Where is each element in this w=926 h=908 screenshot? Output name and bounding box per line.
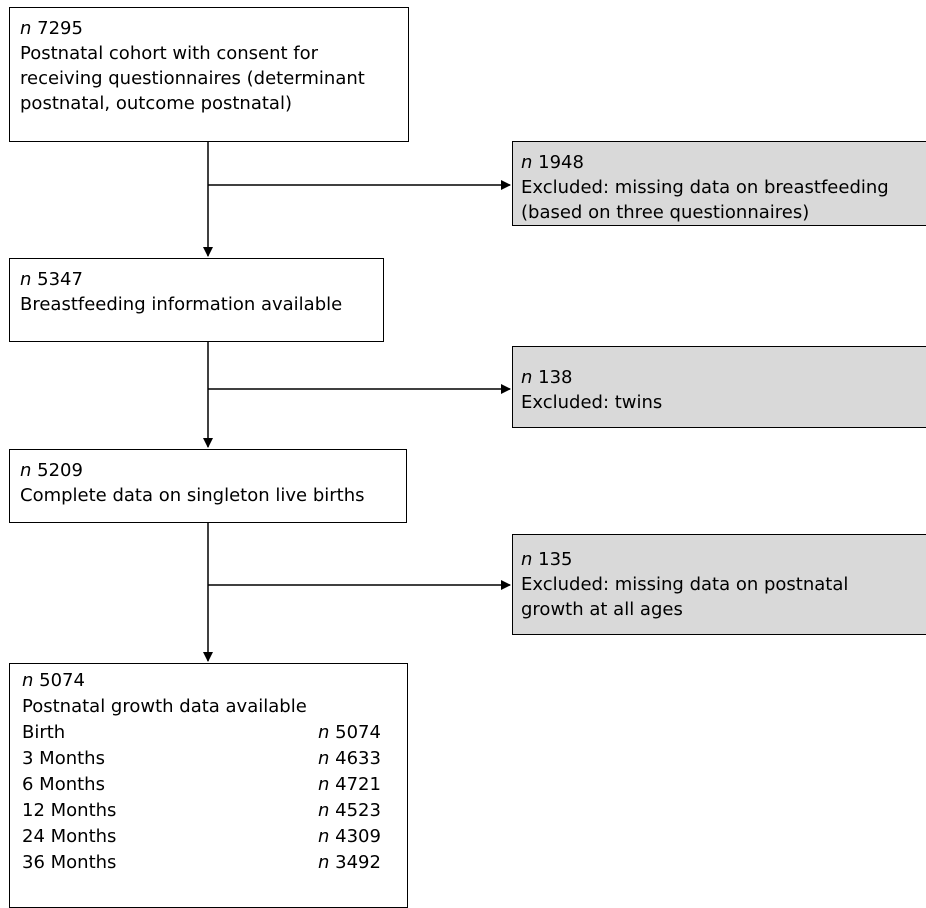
- n-label: n: [318, 722, 330, 743]
- growth-age-table: Birth n 5074 3 Months n 4633 6 Months n …: [22, 720, 407, 876]
- growth-age-row: 12 Months n 4523: [22, 798, 407, 824]
- cohort-box: n 7295 Postnatal cohort with consent for…: [9, 7, 409, 142]
- growth-age-label: 12 Months: [22, 800, 117, 821]
- excluded-twins-text-line: Excluded: twins: [521, 392, 663, 413]
- growth-age-row: Birth n 5074: [22, 720, 407, 746]
- breastfeeding-box: n 5347 Breastfeeding information availab…: [9, 258, 384, 342]
- n-label: n: [521, 549, 533, 570]
- growth-age-label: 3 Months: [22, 748, 105, 769]
- excluded-twins-box: n 138 Excluded: twins: [512, 346, 926, 428]
- growth-age-count: 4309: [335, 826, 381, 847]
- cohort-text-line: postnatal, outcome postnatal): [20, 93, 292, 114]
- excluded-growth-box: n 135 Excluded: missing data on postnata…: [512, 534, 926, 635]
- growth-data-count: 5074: [39, 670, 85, 691]
- n-label: n: [318, 852, 330, 873]
- excluded-breastfeeding-box: n 1948 Excluded: missing data on breastf…: [512, 141, 926, 226]
- growth-age-label: 36 Months: [22, 852, 117, 873]
- excluded-growth-text-line: growth at all ages: [521, 599, 683, 620]
- singleton-text-line: Complete data on singleton live births: [20, 485, 365, 506]
- singleton-count: 5209: [37, 460, 83, 481]
- cohort-text-line: Postnatal cohort with consent for: [20, 43, 319, 64]
- growth-age-row: 6 Months n 4721: [22, 772, 407, 798]
- breastfeeding-text-line: Breastfeeding information available: [20, 294, 343, 315]
- growth-data-text-line: Postnatal growth data available: [22, 696, 307, 717]
- growth-age-label: 24 Months: [22, 826, 117, 847]
- n-label: n: [22, 670, 34, 691]
- growth-age-row: 3 Months n 4633: [22, 746, 407, 772]
- n-label: n: [318, 826, 330, 847]
- n-label: n: [318, 774, 330, 795]
- excluded-growth-count: 135: [538, 549, 573, 570]
- n-label: n: [521, 152, 533, 173]
- n-label: n: [20, 460, 32, 481]
- excluded-twins-count: 138: [538, 367, 573, 388]
- breastfeeding-count: 5347: [37, 269, 83, 290]
- n-label: n: [318, 800, 330, 821]
- growth-age-count: 3492: [335, 852, 381, 873]
- growth-age-count: 5074: [335, 722, 381, 743]
- singleton-box: n 5209 Complete data on singleton live b…: [9, 449, 407, 523]
- n-label: n: [20, 18, 32, 39]
- growth-data-box: n 5074 Postnatal growth data available B…: [9, 663, 408, 908]
- growth-age-row: 24 Months n 4309: [22, 824, 407, 850]
- excluded-growth-text-line: Excluded: missing data on postnatal: [521, 574, 849, 595]
- excluded-breastfeeding-count: 1948: [538, 152, 584, 173]
- growth-age-label: Birth: [22, 722, 66, 743]
- n-label: n: [318, 748, 330, 769]
- growth-age-count: 4633: [335, 748, 381, 769]
- n-label: n: [20, 269, 32, 290]
- cohort-text-line: receiving questionnaires (determinant: [20, 68, 365, 89]
- growth-age-row: 36 Months n 3492: [22, 850, 407, 876]
- n-label: n: [521, 367, 533, 388]
- growth-age-count: 4523: [335, 800, 381, 821]
- growth-age-label: 6 Months: [22, 774, 105, 795]
- cohort-count: 7295: [37, 18, 83, 39]
- excluded-breastfeeding-text-line: (based on three questionnaires): [521, 202, 810, 223]
- excluded-breastfeeding-text-line: Excluded: missing data on breastfeeding: [521, 177, 889, 198]
- growth-age-count: 4721: [335, 774, 381, 795]
